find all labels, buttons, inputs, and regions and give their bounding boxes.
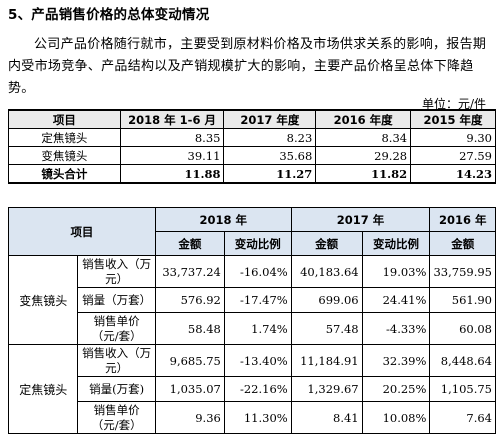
value-cell: 58.48 (154, 312, 225, 345)
header-cell: 2015 年度 (410, 109, 496, 129)
group-label: 定焦镜头 (7, 344, 79, 434)
subheader-cell: 变动比例 (361, 231, 431, 256)
group-label: 变焦镜头 (7, 255, 79, 345)
value-cell: 40,183.64 (290, 255, 363, 288)
value-cell: 11.30% (223, 401, 292, 434)
value-cell: 8,448.64 (429, 344, 496, 377)
value-cell: 60.08 (429, 312, 496, 345)
value-cell: 9.30 (410, 128, 496, 147)
sales-detail-table: 项目 2018 年 2017 年 2016 年 金额 变动比例 金额 变动比例 … (7, 207, 496, 434)
value-cell: 11.88 (119, 164, 225, 184)
value-cell: 14.23 (410, 164, 496, 184)
subheader-cell: 金额 (154, 231, 225, 256)
unit-note: 单位：元/件 (421, 97, 486, 111)
value-cell: 1.74% (223, 312, 292, 345)
value-cell: 35.68 (223, 146, 317, 165)
table-row: 销量(万套) 1,035.07 -22.16% 1,329.67 20.25% … (9, 376, 496, 402)
metric-label: 销量（万套） (77, 287, 156, 313)
value-cell: 1,035.07 (154, 376, 225, 402)
year-header-cell: 2017 年 (290, 207, 431, 232)
row-label: 镜头合计 (8, 164, 121, 184)
value-cell: 1,329.67 (290, 376, 363, 402)
value-cell: 39.11 (119, 146, 225, 165)
metric-label: 销售单价（元/套） (77, 401, 156, 434)
header-cell: 项目 (8, 109, 121, 129)
table-row: 定焦镜头 8.35 8.23 8.34 9.30 (8, 128, 496, 147)
body-paragraph: 公司产品价格随行就市，主要受到原材料价格及市场供求关系的影响，报告期内受市场竞争… (8, 34, 496, 100)
subheader-cell: 变动比例 (223, 231, 292, 256)
value-cell: -22.16% (223, 376, 292, 402)
value-cell: -17.47% (223, 287, 292, 313)
value-cell: 11.82 (315, 164, 412, 184)
value-cell: 8.41 (290, 401, 363, 434)
subheader-cell: 金额 (290, 231, 363, 256)
table-total-row: 镜头合计 11.88 11.27 11.82 14.23 (8, 164, 496, 184)
value-cell: 9.36 (154, 401, 225, 434)
value-cell: 19.03% (361, 255, 431, 288)
value-cell: 20.25% (361, 376, 431, 402)
value-cell: 33,737.24 (154, 255, 225, 288)
metric-label: 销量(万套) (77, 376, 156, 402)
table-header-row: 项目 2018 年 1-6 月 2017 年度 2016 年度 2015 年度 (8, 109, 496, 129)
table-row: 变焦镜头 39.11 35.68 29.28 27.59 (8, 146, 496, 165)
value-cell: 561.90 (429, 287, 496, 313)
metric-label: 销售收入（万元） (77, 344, 156, 377)
paragraph-text: 公司产品价格随行就市，主要受到原材料价格及市场供求关系的影响，报告期内受市场竞争… (8, 37, 487, 96)
table-row: 定焦镜头 销售收入（万元） 9,685.75 -13.40% 11,184.91… (7, 344, 496, 434)
value-cell: 24.41% (361, 287, 431, 313)
value-cell: -13.40% (223, 344, 292, 377)
value-cell: 11,184.91 (290, 344, 363, 377)
value-cell: -4.33% (361, 312, 431, 345)
item-header-cell: 项目 (8, 207, 156, 256)
value-cell: 1,105.75 (429, 376, 496, 402)
table-row: 销售单价（元/套） 58.48 1.74% 57.48 -4.33% 60.08 (9, 312, 496, 345)
value-cell: 10.08% (361, 401, 431, 434)
value-cell: 9,685.75 (154, 344, 225, 377)
row-label: 变焦镜头 (8, 146, 121, 165)
value-cell: 29.28 (315, 146, 412, 165)
header-cell: 2016 年度 (315, 109, 412, 129)
value-cell: 27.59 (410, 146, 496, 165)
year-header-cell: 2016 年 (429, 207, 496, 232)
value-cell: 7.64 (429, 401, 496, 434)
value-cell: 699.06 (290, 287, 363, 313)
section-title: 5、产品销售价格的总体变动情况 (8, 7, 210, 23)
price-summary-table: 项目 2018 年 1-6 月 2017 年度 2016 年度 2015 年度 … (8, 109, 496, 184)
value-cell: 8.34 (315, 128, 412, 147)
table-row: 变焦镜头 销售收入（万元） 33,737.24 -16.04% 40,183.6… (7, 255, 496, 345)
value-cell: -16.04% (223, 255, 292, 288)
metric-label: 销售单价（元/套） (77, 312, 156, 345)
value-cell: 57.48 (290, 312, 363, 345)
table-subheader-row: 金额 变动比例 金额 变动比例 金额 (9, 231, 496, 256)
header-cell: 2018 年 1-6 月 (119, 109, 225, 129)
year-header-cell: 2018 年 (154, 207, 292, 232)
value-cell: 8.35 (119, 128, 225, 147)
header-cell: 2017 年度 (223, 109, 317, 129)
value-cell: 8.23 (223, 128, 317, 147)
table-row: 销售单价（元/套） 9.36 11.30% 8.41 10.08% 7.64 (9, 401, 496, 434)
value-cell: 576.92 (154, 287, 225, 313)
value-cell: 33,759.95 (429, 255, 496, 288)
table-header-row: 项目 2018 年 2017 年 2016 年 (8, 207, 496, 256)
subheader-cell: 金额 (429, 231, 496, 256)
table-row: 销量（万套） 576.92 -17.47% 699.06 24.41% 561.… (9, 287, 496, 313)
value-cell: 32.39% (361, 344, 431, 377)
value-cell: 11.27 (223, 164, 317, 184)
row-label: 定焦镜头 (8, 128, 121, 147)
metric-label: 销售收入（万元） (77, 255, 156, 288)
